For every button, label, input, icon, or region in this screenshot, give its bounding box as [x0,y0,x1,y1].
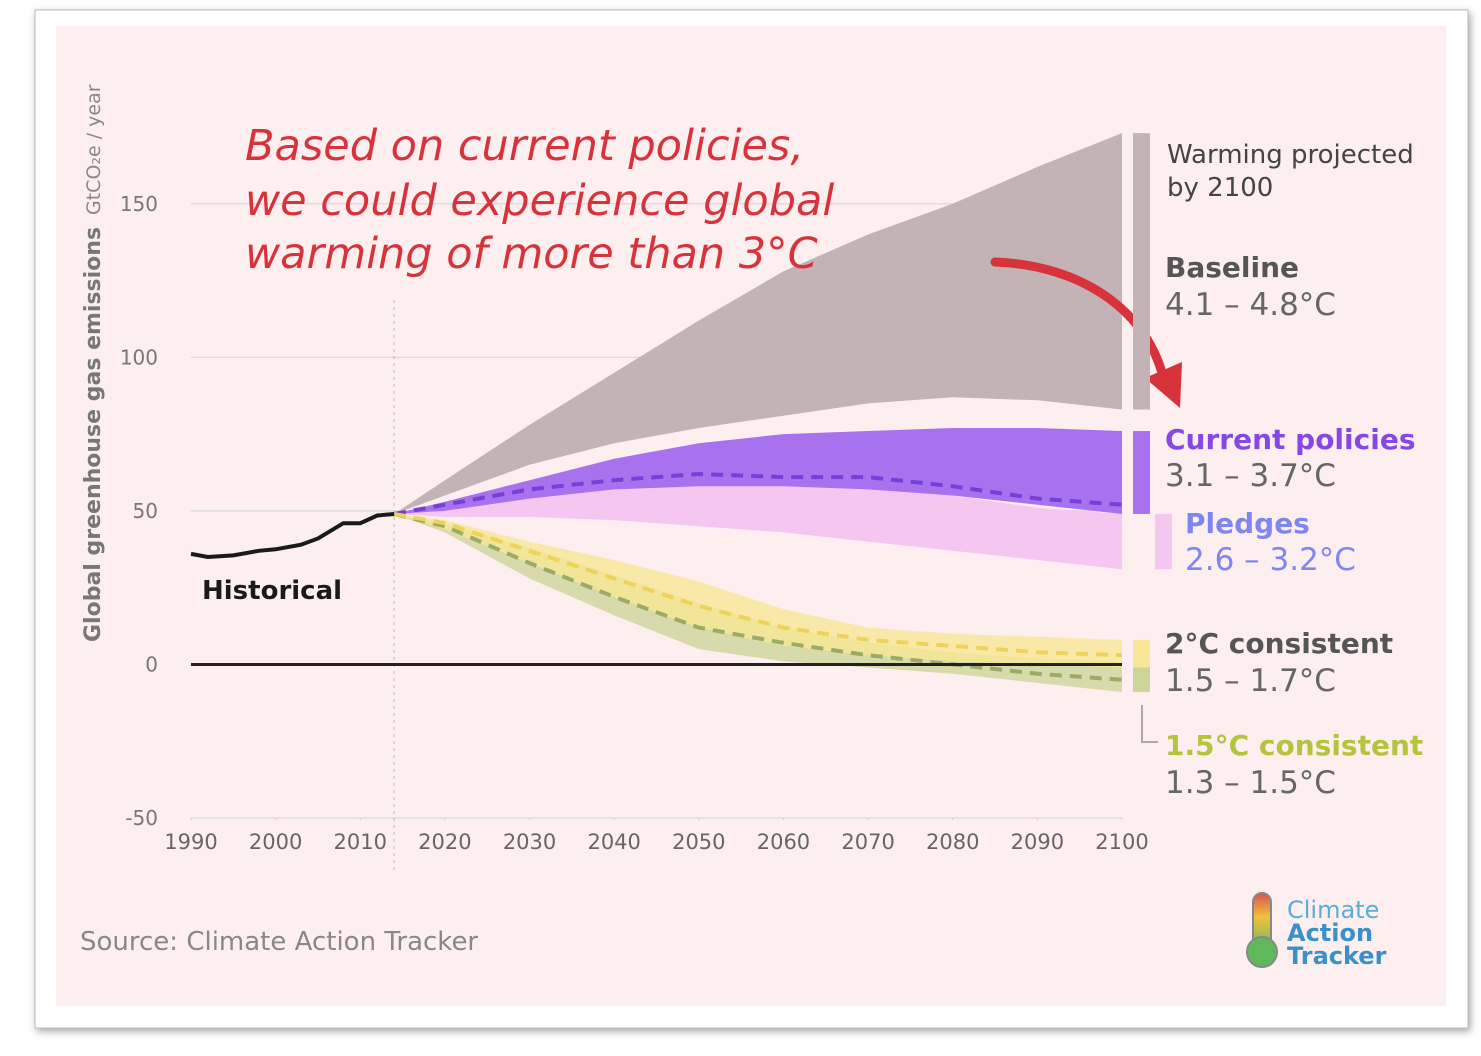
logo: Climate Action Tracker [1246,892,1387,970]
logo-bulb [1246,936,1278,968]
x-tick-label: 1990 [164,830,217,854]
legend-range: 1.3 – 1.5°C [1165,765,1336,801]
legend-name: Pledges [1185,507,1310,540]
median-line [393,512,1123,682]
x-tick-label: 2020 [418,830,471,854]
legend-range: 2.6 – 3.2°C [1185,542,1356,578]
annotation-line: Based on current policies, [245,121,804,171]
historical-line [190,512,395,560]
annotation: Based on current policies, we could expe… [245,121,834,279]
annotation-arrow [990,257,1170,390]
y-axis-label: Global greenhouse gas emissions [81,227,106,642]
legend-name: 2°C consistent [1165,627,1393,660]
legend-swatch [1133,661,1150,693]
y-tick-label: 150 [120,192,158,216]
x-tick-label: 2060 [757,830,810,854]
x-tick-label: 2090 [1011,830,1064,854]
x-tick-label: 2040 [587,830,640,854]
range-area [394,514,1123,668]
logo-text: Action [1287,919,1373,947]
x-tick-label: 2010 [334,830,387,854]
source: Source: Climate Action Tracker [80,927,478,957]
y-tick-label: -50 [125,806,158,830]
y-tick-label: 50 [133,499,158,523]
y-tick-label: 0 [145,652,158,676]
x-tick-label: 2030 [503,830,556,854]
x-tick-label: 2070 [841,830,894,854]
logo-text: Tracker [1287,942,1387,970]
x-tick-label: 2100 [1095,830,1148,854]
median-line [393,512,1123,658]
legend-range: 4.1 – 4.8°C [1165,287,1336,323]
range-area [394,480,1123,570]
annotation-line: warming of more than 3°C [245,229,818,279]
legend-bracket [1141,705,1158,743]
y-axis-unit: GtCO₂e / year [83,84,105,215]
legend-swatch [1133,431,1150,514]
legend-name: Baseline [1165,251,1299,284]
x-tick-label: 2000 [249,830,302,854]
legend-range: 1.5 – 1.7°C [1165,663,1336,699]
legend-name: 1.5°C consistent [1165,729,1423,762]
logo-text: Climate [1287,896,1379,924]
range-area [394,428,1123,514]
legend-title: Warming projected by 2100 [1167,140,1414,203]
median-line [393,471,1123,516]
legend-range: 3.1 – 3.7°C [1165,458,1336,494]
range-area [394,133,1123,514]
legend-title-line: by 2100 [1167,173,1273,203]
legend-swatch [1133,133,1150,410]
x-tick-label: 2080 [926,830,979,854]
legend-name: Current policies [1165,423,1415,456]
historical-label: Historical [202,576,342,606]
legend-title-line: Warming projected [1167,140,1414,170]
legend-swatch [1133,639,1150,668]
x-tick-label: 2050 [672,830,725,854]
plot: -50 0 50 100 150 1990 2000 2010 2020 2030 2040 2050… [120,133,1149,870]
annotation-arrowhead [1145,362,1182,408]
annotation-line: we could experience global [245,176,834,226]
legend-swatch [1155,513,1172,570]
y-tick-label: 100 [120,345,158,369]
